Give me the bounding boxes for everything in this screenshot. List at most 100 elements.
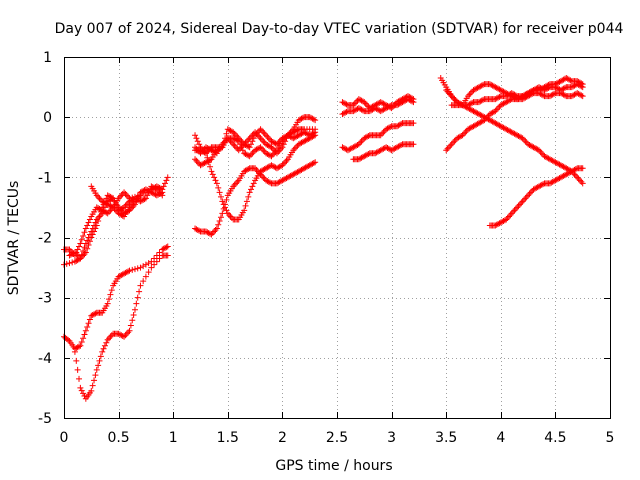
data-point [164,243,171,250]
data-point [126,267,133,274]
data-point [572,166,579,173]
data-point [95,217,102,224]
data-point [208,168,215,175]
tick-labels: 0 0.5 1 1.5 2 2.5 3 3.5 4 4.5 5 -5 -4 -3 -2 -1 0 1 [38,50,614,446]
data-point [312,159,319,166]
data-point [82,327,89,334]
data-point [272,140,279,147]
x-tick-label: 2 [278,430,287,446]
data-point [234,137,241,144]
data-point [196,141,203,148]
data-point [103,339,110,346]
data-point [96,357,103,364]
grid [64,57,610,418]
data-point [74,246,81,253]
data-point [310,160,317,167]
series-track-10 [192,159,319,238]
data-point [111,198,118,205]
data-point [126,327,133,334]
data-point [88,387,95,394]
data-point [107,291,114,298]
data-point [241,207,248,214]
data-point [91,377,98,384]
data-point [80,335,87,342]
data-point [480,81,487,88]
data-point [163,177,170,184]
data-point [108,287,115,294]
data-point [245,152,252,159]
data-point [410,141,417,148]
data-point [70,250,77,257]
data-point [89,231,96,238]
data-point [91,228,98,235]
data-point [579,165,586,172]
data-point [248,186,255,193]
series-track-20 [486,165,586,229]
data-point [561,92,568,99]
data-point [243,198,250,205]
data-point [213,225,220,232]
data-point [162,180,169,187]
data-point [312,117,319,124]
chart-title: Day 007 of 2024, Sidereal Day-to-day VTE… [55,21,624,37]
data-point [141,196,148,203]
data-point [578,83,585,90]
data-point [223,196,230,203]
data-point [294,126,301,133]
data-point [89,382,96,389]
data-point [129,266,136,273]
data-point [299,114,306,121]
data-point [78,387,85,394]
data-point [217,193,224,200]
data-point [137,282,144,289]
data-point [193,135,200,142]
data-point [100,345,107,352]
data-point [267,152,274,159]
data-point [92,310,99,317]
data-point [343,101,350,108]
data-point [151,261,158,268]
data-point [246,144,253,151]
series-track-13 [339,96,417,118]
data-point [93,222,100,229]
data-point [213,180,220,187]
data-point [84,222,91,229]
data-point [65,336,72,343]
data-point [99,204,106,211]
data-point [156,255,163,262]
data-point [136,288,143,295]
data-point [220,201,227,208]
data-point [145,269,152,276]
data-point [238,144,245,151]
data-point [78,236,85,243]
data-point [71,348,78,355]
x-tick-label: 3 [387,430,396,446]
data-point [387,123,394,130]
data-point [144,192,151,199]
data-point [97,208,104,215]
data-point [219,198,226,205]
data-point [237,141,244,148]
y-tick-label: -5 [38,411,52,427]
data-point [76,375,83,382]
data-point [108,194,115,201]
x-tick-label: 3.5 [435,430,457,446]
data-point [215,184,222,191]
data-point [256,145,263,152]
data-point [81,331,88,338]
data-point [142,195,149,202]
series-track-2 [71,252,171,402]
data-point [216,217,223,224]
data-point [137,192,144,199]
data-point [512,95,519,102]
data-point [81,229,88,236]
data-point [112,201,119,208]
series-track-11 [192,132,319,223]
data-point [119,333,126,340]
data-point [85,219,92,226]
data-point [202,150,209,157]
data-point [205,159,212,166]
data-point [104,300,111,307]
